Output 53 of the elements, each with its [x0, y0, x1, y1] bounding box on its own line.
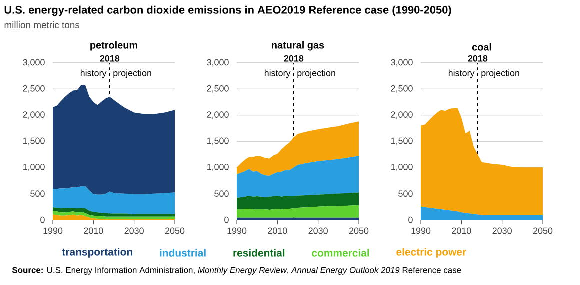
y-tick-label: 2,500 [391, 85, 413, 93]
text: industrial [160, 249, 206, 257]
ref-line-label: 2018 [468, 55, 488, 62]
y-tick-label: 1,000 [207, 164, 229, 172]
y-tick-label: 2,000 [207, 112, 229, 120]
y-tick-label: 1,500 [23, 138, 45, 146]
annotation: projection [298, 70, 336, 78]
y-tick-label: 0 [408, 216, 413, 224]
y-tick-label: 1,000 [23, 164, 45, 172]
y-tick-label: 3,000 [207, 59, 229, 67]
chart-subtitle: million metric tons [4, 22, 80, 28]
x-tick-label: 2010 [268, 228, 288, 234]
x-tick-label: 2030 [124, 228, 144, 234]
x-tick-label: 1990 [412, 228, 431, 234]
y-tick-label: 2,000 [23, 112, 45, 120]
ref-line-label: 2018 [100, 55, 120, 62]
annotation: projection [114, 70, 152, 78]
y-tick-label: 0 [224, 216, 229, 224]
x-tick-label: 2050 [533, 228, 553, 234]
y-tick-label: 500 [398, 190, 413, 198]
text: electric power [396, 248, 466, 258]
x-tick-label: 2010 [452, 228, 472, 234]
x-tick-label: 2030 [492, 228, 512, 234]
annotation: history [264, 70, 291, 78]
x-tick-label: 2030 [308, 228, 328, 234]
text: commercial [312, 249, 370, 257]
y-tick-label: 2,000 [391, 112, 413, 120]
x-axis-title: petroleum [90, 42, 138, 51]
y-tick-label: 1,000 [391, 164, 413, 172]
x-axis-title: natural gas [272, 41, 324, 51]
y-tick-label: 500 [30, 190, 45, 198]
y-tick-label: 2,500 [207, 85, 229, 93]
x-tick-label: 1990 [228, 228, 247, 234]
text: residential [234, 249, 285, 257]
x-tick-label: 2050 [165, 228, 185, 234]
y-tick-label: 3,000 [23, 59, 45, 67]
y-tick-label: 1,500 [391, 138, 413, 146]
annotation: projection [482, 70, 520, 78]
x-axis-title: coal [472, 43, 492, 51]
x-tick-label: 2050 [349, 228, 369, 234]
text: transportation [62, 248, 132, 258]
y-tick-label: 1,500 [207, 138, 229, 146]
y-tick-label: 2,500 [23, 85, 45, 93]
annotation: history [80, 70, 107, 78]
ref-line-label: 2018 [284, 55, 304, 62]
x-tick-label: 1990 [44, 228, 63, 234]
y-tick-label: 500 [214, 190, 229, 198]
annotation: history [448, 70, 475, 78]
x-tick-label: 2010 [84, 228, 104, 234]
y-tick-label: 3,000 [391, 59, 413, 67]
text: U.S. energy-related carbon dioxide emissions in AEO2019 Reference case (1990-2050) [4, 6, 452, 16]
y-tick-label: 0 [40, 216, 45, 224]
text: Source: U.S. Energy Information Administration, Monthly Energy Review, Annual Energy Outlook 2019 Reference case [12, 267, 462, 275]
